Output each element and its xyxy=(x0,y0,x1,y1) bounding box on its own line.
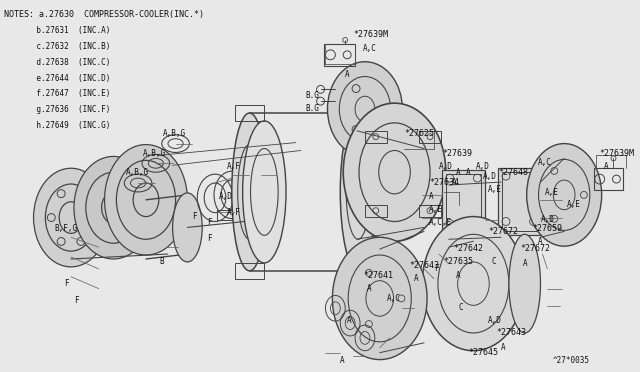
Text: *27625: *27625 xyxy=(404,129,435,138)
Text: *27641: *27641 xyxy=(363,271,393,280)
Text: A: A xyxy=(367,283,372,293)
Ellipse shape xyxy=(33,168,109,267)
Bar xyxy=(235,105,264,121)
Bar xyxy=(594,168,623,190)
Text: F: F xyxy=(64,279,68,288)
Text: e.27644  (INC.D): e.27644 (INC.D) xyxy=(4,74,110,83)
Text: ^27*0035: ^27*0035 xyxy=(552,356,589,365)
Text: A: A xyxy=(347,316,352,325)
Bar xyxy=(502,172,538,231)
Text: A,C: A,C xyxy=(363,44,377,53)
Text: F: F xyxy=(74,296,79,305)
Text: F: F xyxy=(434,264,438,273)
Text: A,C: A,C xyxy=(538,158,552,167)
Text: A: A xyxy=(429,192,434,201)
Text: F: F xyxy=(207,234,212,243)
Text: *27643: *27643 xyxy=(496,328,526,337)
Text: A,C: A,C xyxy=(387,294,401,302)
Bar xyxy=(442,170,485,237)
Text: A,E: A,E xyxy=(488,185,502,194)
Text: A,B,G: A,B,G xyxy=(143,148,166,157)
Text: A: A xyxy=(465,168,470,177)
Bar xyxy=(235,263,264,279)
Bar xyxy=(345,105,375,121)
Text: c.27632  (INC.B): c.27632 (INC.B) xyxy=(4,42,110,51)
Text: d.27638  (INC.C): d.27638 (INC.C) xyxy=(4,58,110,67)
Text: F: F xyxy=(193,212,197,221)
Text: *27648: *27648 xyxy=(498,168,528,177)
Text: NOTES: a.27630  COMPRESSOR-COOLER(INC.*): NOTES: a.27630 COMPRESSOR-COOLER(INC.*) xyxy=(4,10,204,19)
Ellipse shape xyxy=(422,217,525,351)
Text: A: A xyxy=(604,162,608,171)
Text: A: A xyxy=(340,356,345,365)
Bar xyxy=(446,174,481,233)
Text: A: A xyxy=(414,274,419,283)
Bar xyxy=(419,205,441,217)
Bar xyxy=(217,210,237,219)
Bar xyxy=(498,168,541,235)
Ellipse shape xyxy=(104,145,188,255)
Ellipse shape xyxy=(509,234,541,333)
Text: A,E: A,E xyxy=(545,188,558,197)
Text: *27639M: *27639M xyxy=(600,148,635,157)
Text: f.27647  (INC.E): f.27647 (INC.E) xyxy=(4,89,110,98)
Text: g.27636  (INC.F): g.27636 (INC.F) xyxy=(4,105,110,114)
Text: A,E: A,E xyxy=(567,200,581,209)
Text: B.G: B.G xyxy=(306,91,319,100)
Ellipse shape xyxy=(340,113,376,271)
Text: A: A xyxy=(523,259,527,268)
Text: *27659: *27659 xyxy=(532,224,563,234)
Text: A: A xyxy=(452,178,456,187)
Ellipse shape xyxy=(232,113,268,271)
Text: A: A xyxy=(456,168,460,177)
Text: *27635: *27635 xyxy=(444,257,474,266)
Bar xyxy=(419,131,441,142)
Ellipse shape xyxy=(173,193,202,262)
Text: B: B xyxy=(160,257,164,266)
Text: *27639M: *27639M xyxy=(353,30,388,39)
Ellipse shape xyxy=(74,156,153,259)
Text: A,D: A,D xyxy=(219,192,233,201)
Ellipse shape xyxy=(243,121,286,263)
Text: h.27649  (INC.G): h.27649 (INC.G) xyxy=(4,121,110,130)
Text: C: C xyxy=(459,304,463,312)
Text: B.G: B.G xyxy=(306,104,319,113)
Text: B,F,G: B,F,G xyxy=(54,224,77,234)
Text: A,E: A,E xyxy=(429,205,443,214)
Ellipse shape xyxy=(332,237,427,360)
Text: b.27631  (INC.A): b.27631 (INC.A) xyxy=(4,26,110,35)
Bar xyxy=(345,263,375,279)
Text: F: F xyxy=(207,218,212,227)
Text: *27672: *27672 xyxy=(488,227,518,237)
Text: A: A xyxy=(456,271,460,280)
Ellipse shape xyxy=(343,103,446,241)
Text: A,D: A,D xyxy=(476,162,489,171)
Text: A,B,G: A,B,G xyxy=(126,168,149,177)
Text: A: A xyxy=(538,237,542,246)
Text: *27645: *27645 xyxy=(468,348,499,357)
Text: *27643: *27643 xyxy=(410,261,439,270)
Text: A,B,G: A,B,G xyxy=(163,129,186,138)
Text: A,D: A,D xyxy=(439,162,452,171)
Text: A,D: A,D xyxy=(483,172,497,181)
Bar xyxy=(365,131,387,142)
Text: C: C xyxy=(491,257,496,266)
Text: A,D: A,D xyxy=(541,215,554,224)
Text: A: A xyxy=(501,343,506,352)
Text: *27639: *27639 xyxy=(442,148,472,157)
Text: A,D: A,D xyxy=(488,316,502,325)
Bar xyxy=(323,44,355,66)
Text: A,F: A,F xyxy=(227,162,241,171)
Bar xyxy=(365,205,387,217)
Text: A,C,E: A,C,E xyxy=(429,218,452,227)
Text: *27642: *27642 xyxy=(454,244,484,253)
Text: *27634: *27634 xyxy=(429,178,459,187)
Ellipse shape xyxy=(328,62,403,156)
Text: *27672: *27672 xyxy=(521,244,551,253)
Text: A,F: A,F xyxy=(227,208,241,217)
Ellipse shape xyxy=(527,144,602,246)
Text: A: A xyxy=(345,70,350,78)
